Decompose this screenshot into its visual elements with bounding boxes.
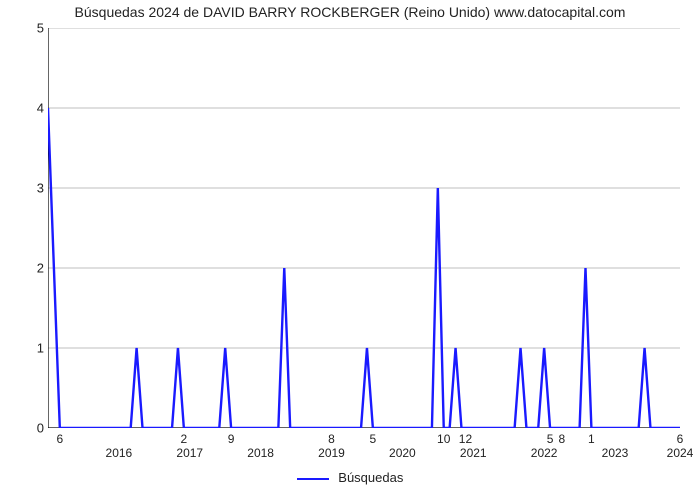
legend-line-icon bbox=[297, 478, 329, 480]
data-point-label: 9 bbox=[228, 432, 235, 446]
data-point-label: 8 bbox=[328, 432, 335, 446]
x-tick-label: 2016 bbox=[106, 446, 133, 460]
x-tick-label: 2020 bbox=[389, 446, 416, 460]
data-point-label: 8 bbox=[559, 432, 566, 446]
y-tick-label: 4 bbox=[4, 101, 44, 116]
chart-title: Búsquedas 2024 de DAVID BARRY ROCKBERGER… bbox=[0, 4, 700, 20]
x-tick-label: 2023 bbox=[602, 446, 629, 460]
data-point-label: 1 bbox=[588, 432, 595, 446]
data-point-label: 6 bbox=[677, 432, 684, 446]
plot-area bbox=[48, 28, 680, 428]
y-tick-label: 3 bbox=[4, 181, 44, 196]
x-tick-label: 2021 bbox=[460, 446, 487, 460]
data-point-label: 2 bbox=[181, 432, 188, 446]
x-tick-label: 2017 bbox=[176, 446, 203, 460]
data-point-label: 12 bbox=[459, 432, 472, 446]
y-tick-label: 2 bbox=[4, 261, 44, 276]
x-tick-label: 2024 bbox=[667, 446, 694, 460]
x-tick-label: 2018 bbox=[247, 446, 274, 460]
data-point-label: 10 bbox=[437, 432, 450, 446]
x-tick-label: 2022 bbox=[531, 446, 558, 460]
x-tick-label: 2019 bbox=[318, 446, 345, 460]
legend-label: Búsquedas bbox=[338, 470, 403, 485]
y-tick-label: 0 bbox=[4, 421, 44, 436]
legend: Búsquedas bbox=[0, 470, 700, 485]
data-point-label: 6 bbox=[56, 432, 63, 446]
y-tick-label: 5 bbox=[4, 21, 44, 36]
y-tick-label: 1 bbox=[4, 341, 44, 356]
data-point-label: 5 bbox=[547, 432, 554, 446]
plot-svg bbox=[48, 28, 680, 428]
data-point-label: 5 bbox=[370, 432, 377, 446]
chart-container: Búsquedas 2024 de DAVID BARRY ROCKBERGER… bbox=[0, 0, 700, 500]
